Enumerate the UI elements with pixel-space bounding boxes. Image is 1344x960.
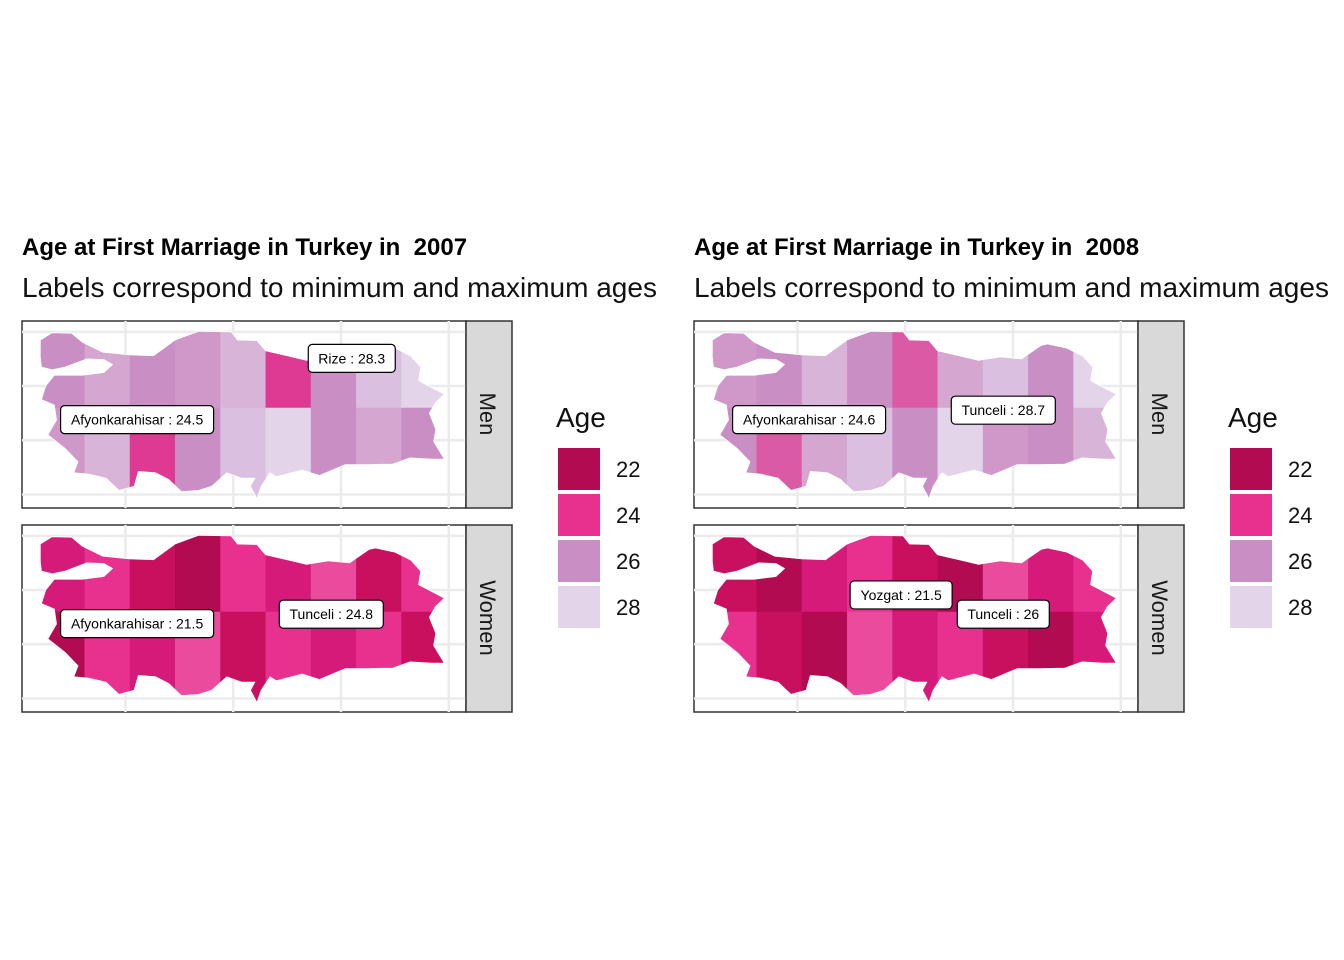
facet-strip-label: Women [475,580,500,655]
legend-items: 22 24 26 28 [1230,448,1312,628]
map-labels: Rize : 28.3 Afyonkarahisar : 24.5 [59,343,396,435]
map-title: Age at First Marriage in Turkey in 2007 [22,234,468,261]
map-subtitle: Labels correspond to minimum and maximum… [694,272,1329,303]
map-label-text: Tunceli : 28.7 [962,402,1046,418]
province-region [220,535,267,613]
facet-men: Tunceli : 28.7 Afyonkarahisar : 24.6 Men [693,320,1185,509]
legend-swatch [558,586,600,628]
legend-label: 24 [616,503,640,528]
legend-swatch [558,540,600,582]
legend-title: Age [556,402,606,433]
province-region [175,535,222,613]
legend-swatch [1230,586,1272,628]
facet-women: Yozgat : 21.5 Tunceli : 26 Women [693,524,1185,713]
province-region [220,331,267,409]
legend-label: 28 [1288,595,1312,620]
facet-strip [1137,320,1185,509]
facet-strip [465,524,513,713]
map-subtitle: Labels correspond to minimum and maximum… [22,272,657,303]
province-region [847,611,894,703]
country-outline [711,534,1118,704]
map-labels: Yozgat : 21.5 Tunceli : 26 [849,580,1050,629]
map-label-box [307,343,396,374]
legend-label: 26 [616,549,640,574]
legend-swatch [558,448,600,490]
facet-strip-label: Men [475,393,500,436]
map-label-text: Rize : 28.3 [318,350,385,366]
map-label-box [731,405,887,435]
map-labels: Tunceli : 28.7 Afyonkarahisar : 24.6 [731,395,1056,435]
map-label-text: Tunceli : 26 [967,606,1039,622]
map-label-text: Yozgat : 21.5 [861,587,942,603]
map-panel-2007: Age at First Marriage in Turkey in 2007 … [0,230,672,730]
map-label-text: Tunceli : 24.8 [290,606,374,622]
map-label-box [950,395,1056,425]
map-label-text: Afyonkarahisar : 21.5 [71,616,204,632]
map-label-text: Afyonkarahisar : 24.5 [71,412,204,428]
province-region [175,331,222,409]
map-panel-2008: Age at First Marriage in Turkey in 2008 … [672,230,1344,730]
map-label-box [849,580,953,610]
facet-strip [465,320,513,509]
legend-label: 28 [616,595,640,620]
country-outline [711,330,1118,500]
map-figure: Rize : 28.3 Afyonkarahisar : 24.5 Men Tun… [21,320,640,713]
province-region [847,331,894,409]
legend-items: 22 24 26 28 [558,448,640,628]
map-label-box [956,599,1050,629]
legend-label: 24 [1288,503,1312,528]
facet-strip-label: Men [1147,393,1172,436]
legend-label: 22 [616,457,640,482]
map-label-box [59,405,215,435]
legend-swatch [1230,448,1272,490]
legend: Age 22 24 26 28 [556,402,640,628]
legend-label: 22 [1288,457,1312,482]
facet-strip [1137,524,1185,713]
map-label-text: Afyonkarahisar : 24.6 [743,412,876,428]
legend: Age 22 24 26 28 [1228,402,1312,628]
country-outline [39,330,446,500]
country-outline [39,534,446,704]
legend-swatch [1230,540,1272,582]
facet-strip-label: Women [1147,580,1172,655]
map-label-box [278,599,384,629]
facet-men: Rize : 28.3 Afyonkarahisar : 24.5 Men [21,320,513,509]
map-title: Age at First Marriage in Turkey in 2008 [694,234,1140,261]
facet-women: Tunceli : 24.8 Afyonkarahisar : 21.5 Wome… [21,524,513,713]
legend-label: 26 [1288,549,1312,574]
legend-swatch [558,494,600,536]
legend-title: Age [1228,402,1278,433]
map-labels: Tunceli : 24.8 Afyonkarahisar : 21.5 [59,599,384,639]
province-region [892,331,939,409]
legend-swatch [1230,494,1272,536]
map-label-box [59,609,215,639]
